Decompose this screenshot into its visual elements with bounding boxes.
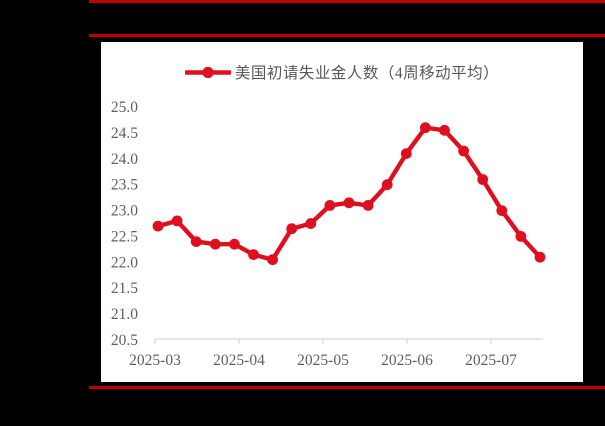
y-axis-tick-label: 25.0 — [111, 99, 138, 116]
data-point — [439, 124, 450, 136]
data-point — [171, 215, 183, 227]
data-point — [420, 122, 431, 134]
data-point — [190, 236, 202, 248]
y-axis-tick-label: 22.5 — [111, 228, 138, 245]
y-axis-tick-label: 24.0 — [111, 151, 138, 168]
x-axis-tick-label: 2025-04 — [213, 352, 265, 369]
data-point — [248, 249, 259, 260]
data-point — [458, 145, 469, 157]
data-point — [286, 223, 298, 235]
data-point — [152, 220, 164, 232]
data-point — [305, 218, 317, 229]
data-point — [477, 174, 489, 185]
y-axis-tick-label: 21.5 — [111, 280, 138, 297]
y-axis-tick-label: 23.0 — [111, 203, 138, 220]
y-axis-tick-label: 23.5 — [111, 177, 138, 194]
data-point — [343, 197, 355, 209]
y-axis-tick-label: 20.5 — [111, 332, 138, 349]
data-point — [267, 254, 278, 266]
x-axis-tick-label: 2025-07 — [465, 352, 517, 369]
line-chart: 25.0 24.5 24.0 23.5 23.0 22.5 22.0 21.5 21.0 20.5… — [111, 99, 546, 369]
x-axis-tick-label: 2025-06 — [381, 352, 433, 369]
chart-panel: 美国初请失业金人数（4周移动平均） 25.0 24.5 24.0 23.5 23.0 22… — [101, 42, 583, 382]
x-axis-tick-label: 2025-03 — [129, 352, 181, 369]
data-point — [534, 251, 546, 263]
data-point — [515, 231, 527, 242]
y-axis-tick-label: 24.5 — [111, 125, 138, 142]
data-point — [362, 200, 374, 211]
bottom-rule — [89, 386, 605, 389]
data-point — [229, 238, 240, 250]
data-point — [324, 200, 336, 211]
y-axis-tick-label: 21.0 — [111, 306, 138, 323]
y-axis-tick-label: 22.0 — [111, 254, 138, 271]
top-rule — [89, 0, 605, 3]
data-point — [400, 148, 412, 159]
data-point — [381, 179, 393, 191]
header-divider-rule — [89, 34, 605, 37]
data-point — [496, 205, 508, 217]
x-axis-tick-label: 2025-05 — [297, 352, 349, 369]
data-point — [209, 238, 221, 250]
